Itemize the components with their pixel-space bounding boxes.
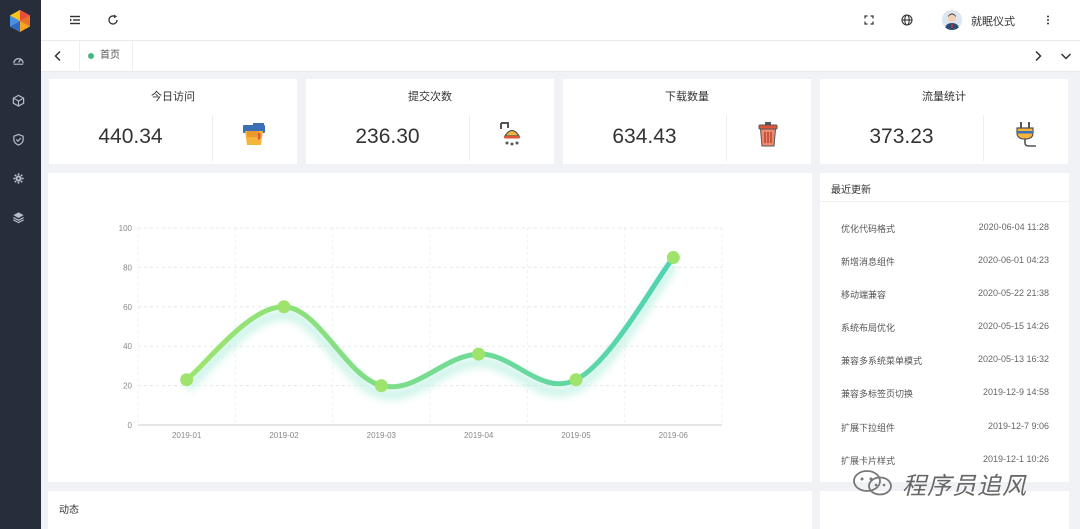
x-tick-label: 2019-04	[464, 431, 494, 440]
sidebar	[0, 0, 41, 529]
y-tick-label: 60	[123, 303, 132, 312]
panel-title: 最近更新	[831, 185, 871, 196]
y-tick-label: 40	[123, 342, 132, 351]
series-line	[184, 255, 676, 390]
update-name: 移动端兼容	[841, 291, 887, 301]
menu-collapse-icon[interactable]	[68, 13, 82, 27]
update-time: 2020-05-22 21:38	[977, 288, 1049, 298]
trash-can-icon	[753, 119, 783, 149]
data-point	[472, 347, 486, 361]
active-tab-dot	[88, 53, 94, 59]
x-tick-label: 2019-05	[561, 431, 591, 440]
recent-updates-panel: 最近更新 优化代码格式 2020-06-04 11:28 新增消息组件 2020…	[820, 173, 1069, 482]
refresh-icon[interactable]	[106, 13, 120, 27]
dynamic-panel: 动态	[48, 491, 812, 529]
chevron-down-icon[interactable]	[1059, 49, 1073, 63]
more-vertical-icon[interactable]	[1041, 13, 1055, 27]
plug-icon	[1010, 119, 1040, 149]
series-line-shadow	[183, 262, 678, 400]
bottom-right-panel	[820, 491, 1069, 529]
stat-value: 440.34	[98, 125, 163, 148]
layers-icon[interactable]	[12, 211, 25, 224]
stat-title: 流量统计	[922, 90, 966, 103]
cube-icon[interactable]	[12, 94, 25, 107]
stat-card-traffic: 流量统计 373.23	[820, 79, 1068, 164]
list-item[interactable]: 新增消息组件 2020-06-01 04:23	[820, 251, 1069, 271]
paint-bucket-icon	[239, 119, 269, 149]
chevron-left-icon[interactable]	[51, 49, 65, 63]
update-time: 2020-05-15 14:26	[977, 321, 1049, 331]
x-tick-label: 2019-06	[659, 431, 689, 440]
stat-value: 373.23	[869, 125, 934, 148]
update-name: 优化代码格式	[841, 225, 896, 235]
update-name: 兼容多系统菜单模式	[841, 357, 923, 367]
divider	[820, 201, 1069, 202]
list-item[interactable]: 优化代码格式 2020-06-04 11:28	[820, 218, 1069, 238]
x-tick-label: 2019-03	[367, 431, 397, 440]
divider	[212, 115, 213, 161]
update-name: 兼容多标签页切换	[841, 390, 914, 400]
panel-title: 动态	[59, 505, 79, 516]
stat-card-downloads: 下载数量 634.43	[563, 79, 811, 164]
gear-icon[interactable]	[12, 172, 25, 185]
stat-value: 634.43	[612, 125, 677, 148]
tab-bar: 首页	[41, 41, 1080, 72]
watermark-text: 程序员追风	[902, 472, 1027, 500]
stat-title: 下载数量	[665, 90, 709, 103]
tab-label: 首页	[100, 50, 120, 61]
shield-check-icon[interactable]	[12, 133, 25, 146]
list-item[interactable]: 兼容多标签页切换 2019-12-9 14:58	[820, 383, 1069, 403]
divider	[469, 115, 470, 161]
update-name: 系统布局优化	[841, 324, 896, 334]
stat-title: 提交次数	[408, 90, 452, 103]
update-name: 扩展卡片样式	[841, 457, 896, 467]
list-item[interactable]: 移动端兼容 2020-05-22 21:38	[820, 284, 1069, 304]
avatar[interactable]	[942, 10, 962, 30]
tab-home[interactable]: 首页	[79, 41, 133, 71]
y-tick-label: 100	[119, 224, 133, 233]
chevron-right-icon[interactable]	[1031, 49, 1045, 63]
update-time: 2019-12-7 9:06	[987, 421, 1049, 431]
username[interactable]: 就眠仪式	[971, 15, 1015, 28]
list-item[interactable]: 系统布局优化 2020-05-15 14:26	[820, 317, 1069, 337]
update-name: 新增消息组件	[841, 258, 896, 268]
globe-icon[interactable]	[900, 13, 914, 27]
fullscreen-icon[interactable]	[862, 13, 876, 27]
list-item[interactable]: 兼容多系统菜单模式 2020-05-13 16:32	[820, 350, 1069, 370]
update-time: 2020-06-04 11:28	[978, 222, 1049, 232]
chart-canvas: 0 20 40 60 80 100 2019-01 2019-02 2019-03 2019-04…	[119, 224, 723, 440]
update-time: 2019-12-9 14:58	[982, 387, 1049, 397]
update-name: 扩展下拉组件	[841, 424, 896, 434]
data-point	[666, 251, 680, 265]
top-header: 就眠仪式	[41, 0, 1080, 41]
wechat-icon	[853, 470, 892, 496]
update-time: 2019-12-1 10:26	[982, 454, 1049, 464]
data-point	[277, 300, 291, 314]
dashboard-icon[interactable]	[12, 54, 25, 67]
divider	[983, 115, 984, 161]
shower-icon	[496, 119, 526, 149]
y-tick-label: 80	[123, 263, 132, 272]
divider	[726, 115, 727, 161]
update-time: 2020-06-01 04:23	[977, 255, 1049, 265]
data-point	[180, 373, 194, 387]
y-tick-label: 0	[128, 421, 133, 430]
stat-value: 236.30	[355, 125, 420, 148]
stat-title: 今日访问	[151, 90, 195, 103]
data-point	[374, 379, 388, 393]
y-tick-label: 20	[123, 382, 132, 391]
logo[interactable]	[8, 9, 32, 33]
list-item[interactable]: 扩展下拉组件 2019-12-7 9:06	[820, 417, 1069, 437]
visits-line-chart: 0 20 40 60 80 100 2019-01 2019-02 2019-03 2019-04…	[48, 173, 812, 482]
update-time: 2020-05-13 16:32	[977, 354, 1049, 364]
stat-card-visits: 今日访问 440.34	[49, 79, 297, 164]
x-tick-label: 2019-02	[269, 431, 299, 440]
list-item[interactable]: 扩展卡片样式 2019-12-1 10:26	[820, 450, 1069, 470]
data-point	[569, 373, 583, 387]
x-tick-label: 2019-01	[172, 431, 202, 440]
stat-card-submits: 提交次数 236.30	[306, 79, 554, 164]
